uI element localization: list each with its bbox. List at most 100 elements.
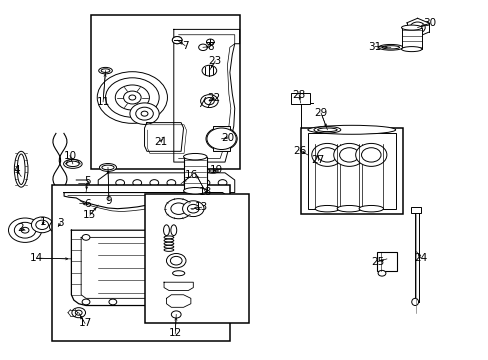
Ellipse shape [336,206,361,212]
Circle shape [8,218,41,242]
Ellipse shape [183,188,206,194]
Text: 14: 14 [30,253,43,263]
Circle shape [136,107,153,120]
Circle shape [311,143,342,166]
Circle shape [206,39,214,45]
Ellipse shape [163,242,173,245]
Text: 23: 23 [208,56,222,66]
Circle shape [116,180,124,186]
Circle shape [172,37,182,44]
Ellipse shape [207,169,218,173]
Text: 29: 29 [314,108,327,118]
Circle shape [201,180,209,186]
Circle shape [171,311,181,318]
Circle shape [166,180,175,186]
Circle shape [187,204,199,213]
Ellipse shape [73,201,86,206]
Circle shape [75,310,82,315]
Ellipse shape [163,248,173,251]
Circle shape [72,308,85,318]
Circle shape [97,72,167,123]
Ellipse shape [401,25,421,30]
Circle shape [211,132,231,146]
Ellipse shape [66,161,79,167]
Circle shape [213,299,221,305]
Circle shape [377,270,385,276]
Circle shape [105,78,159,117]
Circle shape [361,148,380,162]
Bar [52,185,229,341]
Ellipse shape [170,225,176,235]
Ellipse shape [99,163,116,171]
Circle shape [49,220,67,233]
Text: 21: 21 [154,137,167,147]
Ellipse shape [358,206,383,212]
Text: 25: 25 [370,257,384,267]
Circle shape [213,234,221,240]
Circle shape [133,180,142,186]
Text: 7: 7 [182,41,188,50]
Bar [300,128,402,214]
Text: 26: 26 [293,145,306,156]
Bar [144,194,249,323]
Circle shape [36,220,48,229]
Text: 18: 18 [199,187,212,197]
Circle shape [409,22,425,33]
Circle shape [109,299,117,305]
Text: 9: 9 [105,196,112,206]
Ellipse shape [163,246,173,248]
Text: 5: 5 [84,176,91,186]
Circle shape [182,201,203,217]
Circle shape [164,199,192,219]
Text: 2: 2 [17,224,23,233]
Circle shape [205,127,237,150]
Bar [410,207,420,213]
Circle shape [317,148,336,162]
Bar [376,252,396,271]
Text: 20: 20 [221,133,234,143]
Circle shape [129,95,136,100]
Text: 3: 3 [57,218,63,228]
Circle shape [21,227,29,233]
Circle shape [14,222,36,238]
Bar [290,93,310,104]
Ellipse shape [381,46,399,49]
Ellipse shape [102,165,114,170]
Ellipse shape [209,170,216,172]
Text: 17: 17 [78,319,91,328]
Text: 12: 12 [168,328,182,338]
Bar [307,134,395,209]
Circle shape [115,85,149,110]
Text: 24: 24 [413,253,427,263]
Text: 4: 4 [14,165,20,175]
Circle shape [206,128,236,149]
Circle shape [130,103,159,125]
Text: 19: 19 [209,165,223,175]
Ellipse shape [163,236,173,239]
Text: 15: 15 [83,210,96,220]
Bar [183,157,206,191]
Circle shape [186,299,194,305]
Circle shape [31,217,53,233]
Text: 28: 28 [292,90,305,100]
Circle shape [355,143,386,166]
Text: 1: 1 [40,217,46,227]
Text: 30: 30 [423,18,435,28]
Circle shape [218,180,226,186]
Ellipse shape [378,44,402,50]
Circle shape [166,253,185,268]
Circle shape [150,180,158,186]
Ellipse shape [14,151,28,187]
Text: 6: 6 [84,199,91,210]
Circle shape [217,136,225,141]
Ellipse shape [70,199,89,208]
Circle shape [198,44,207,50]
Ellipse shape [401,46,421,51]
Text: 16: 16 [185,170,198,180]
Ellipse shape [317,128,336,132]
Circle shape [82,299,90,305]
Circle shape [172,37,182,44]
Ellipse shape [17,154,25,184]
Text: 31: 31 [368,42,381,51]
Circle shape [82,234,90,240]
